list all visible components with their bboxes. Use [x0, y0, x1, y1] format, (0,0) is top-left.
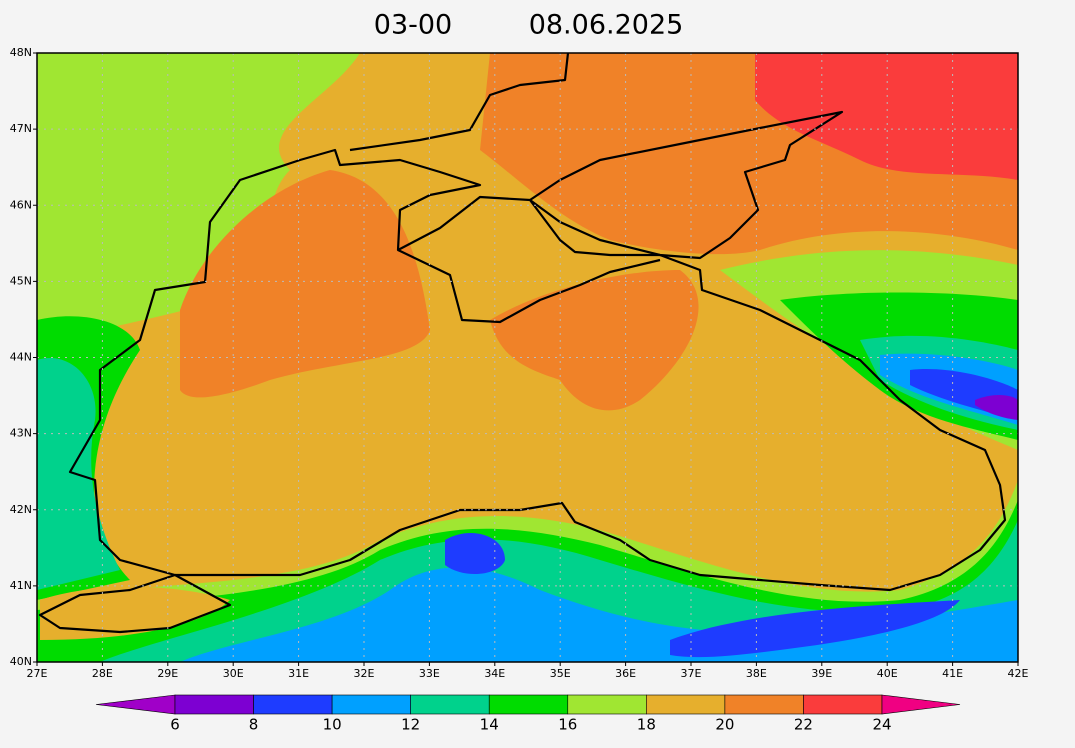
river-coast: [349, 52, 570, 152]
colorbar-label: 6: [170, 716, 180, 734]
colorbar-label: 18: [637, 716, 656, 734]
lat-label: 48N: [10, 46, 32, 59]
field-region: [180, 170, 430, 398]
lat-label: 45N: [10, 274, 32, 287]
colorbar-label: 22: [794, 716, 813, 734]
colorbar-label: 10: [323, 716, 342, 734]
coastline: [38, 52, 1007, 634]
field-region: [975, 395, 1018, 420]
lon-label: 33E: [419, 667, 440, 680]
lat-label: 42N: [10, 503, 32, 516]
lat-label: 44N: [10, 351, 32, 364]
lat-label: 40N: [10, 655, 32, 668]
lat-label: 43N: [10, 427, 32, 440]
lon-label: 31E: [288, 667, 309, 680]
lat-label: 46N: [10, 198, 32, 211]
title-date: 08.06.2025: [529, 10, 684, 41]
colorbar-label: 20: [715, 716, 734, 734]
colorbar-box: [331, 694, 411, 715]
field-region: [37, 130, 120, 260]
colorbar-box: [253, 694, 333, 715]
colorbar-extend-low: [95, 694, 176, 715]
lon-label: 40E: [877, 667, 898, 680]
colorbar-box: [410, 694, 490, 715]
lon-label: 35E: [550, 667, 571, 680]
lon-label: 38E: [746, 667, 767, 680]
lon-label: 29E: [157, 667, 178, 680]
crimea-coast: [397, 249, 661, 324]
colorbar: 6 8 10 12 14 16 18 20 22 24: [95, 694, 961, 734]
lon-label: 32E: [354, 667, 375, 680]
lat-label: 41N: [10, 579, 32, 592]
lon-label: 34E: [484, 667, 505, 680]
colorbar-box: [488, 694, 569, 715]
field-region: [37, 53, 360, 335]
colorbar-box: [646, 694, 726, 715]
azov-coast: [528, 110, 844, 260]
lon-label: 30E: [223, 667, 244, 680]
colorbar-box: [174, 694, 254, 715]
marmara-coast: [38, 573, 232, 634]
title-time: 03-00: [374, 10, 452, 41]
field-region: [755, 53, 1018, 180]
lon-label: 41E: [942, 667, 963, 680]
field-region: [40, 586, 230, 640]
lon-label: 37E: [681, 667, 702, 680]
colorbar-label: 8: [249, 716, 259, 734]
colorbar-extend-high: [881, 694, 961, 715]
field-region: [490, 270, 699, 411]
field: [37, 53, 1018, 662]
colorbar-box: [724, 694, 804, 715]
colorbar-label: 12: [401, 716, 420, 734]
lon-label: 39E: [811, 667, 832, 680]
map-frame: [36, 52, 1019, 663]
lat-label: 47N: [10, 122, 32, 135]
lon-label: 27E: [27, 667, 48, 680]
colorbar-label: 14: [480, 716, 499, 734]
field-region: [445, 532, 505, 575]
colorbar-label: 16: [558, 716, 577, 734]
colorbar-box: [803, 694, 883, 715]
colorbar-box: [567, 694, 647, 715]
lon-label: 28E: [92, 667, 113, 680]
colorbar-label: 24: [872, 716, 891, 734]
lon-label: 36E: [615, 667, 636, 680]
lon-label: 42E: [1008, 667, 1029, 680]
